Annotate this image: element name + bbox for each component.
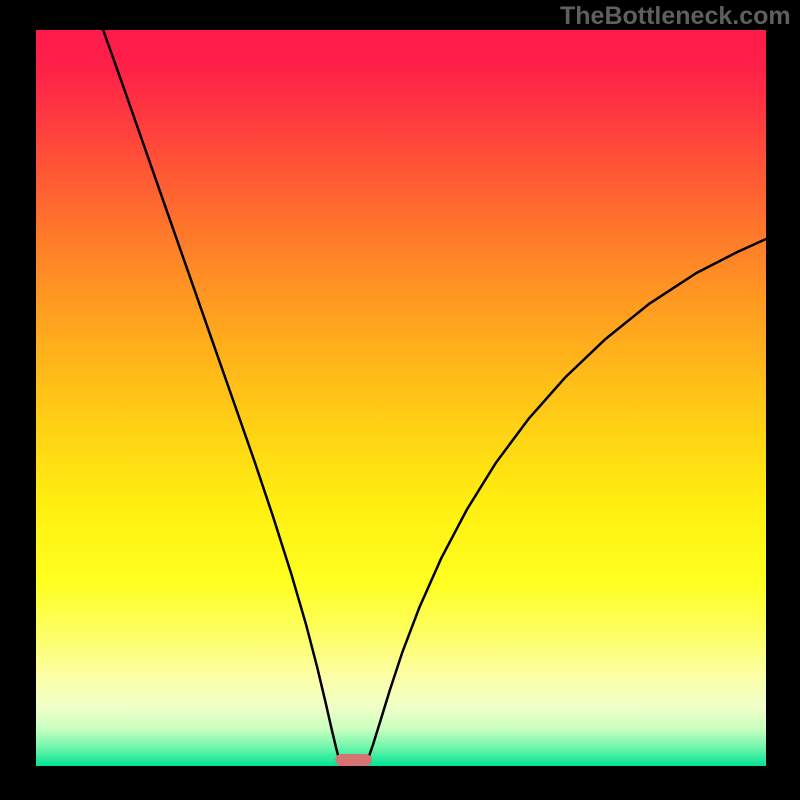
chart-container: TheBottleneck.com [0, 0, 800, 800]
chart-svg [0, 0, 800, 800]
optimum-marker [335, 754, 372, 766]
watermark-text: TheBottleneck.com [560, 2, 791, 31]
